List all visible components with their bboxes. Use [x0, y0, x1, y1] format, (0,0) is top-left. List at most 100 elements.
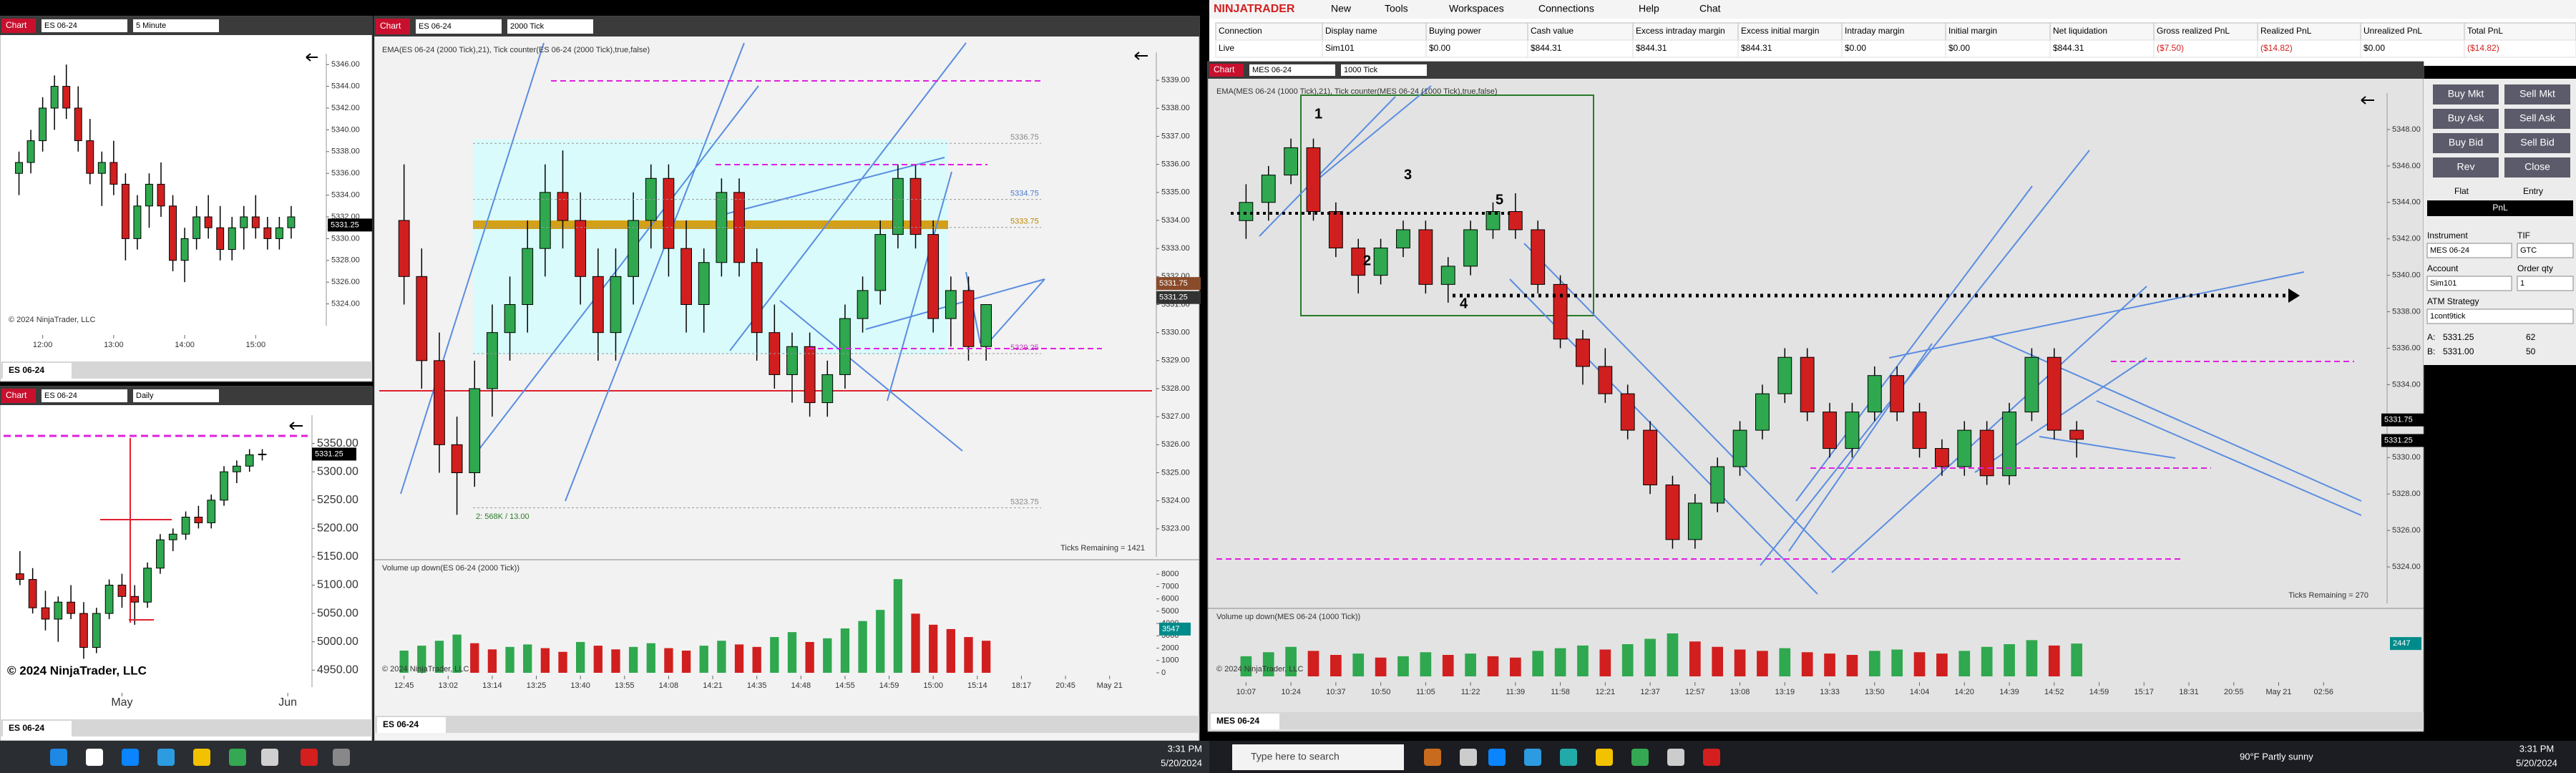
- menu-item[interactable]: Tools: [1385, 3, 1408, 14]
- clock-time: 3:31 PM: [2519, 743, 2554, 754]
- candle-body: [1440, 266, 1455, 285]
- field-label: Instrument: [2427, 230, 2468, 240]
- volume-bar: [1913, 652, 1926, 676]
- price-tag: [2381, 434, 2426, 447]
- menu-item[interactable]: Workspaces: [1449, 3, 1504, 14]
- menu-item[interactable]: New: [1331, 3, 1352, 14]
- taskbar-icon[interactable]: [50, 749, 67, 766]
- select-text[interactable]: 1cont9tick: [2430, 312, 2466, 321]
- order-button-label[interactable]: Sell Mkt: [2519, 88, 2555, 99]
- volume-bar: [1397, 656, 1409, 676]
- taskbar-icon[interactable]: [1596, 749, 1613, 766]
- candle-body: [874, 234, 887, 291]
- window-title: Chart: [380, 21, 401, 31]
- candle-body: [263, 227, 272, 239]
- menu-item[interactable]: Connections: [1538, 3, 1594, 14]
- select[interactable]: [2426, 276, 2512, 291]
- order-button-label[interactable]: Sell Bid: [2520, 137, 2554, 148]
- taskbar-icon[interactable]: [1460, 749, 1477, 766]
- taskbar-icon[interactable]: [1560, 749, 1577, 766]
- y-tick-label: 5328.00: [2392, 490, 2421, 498]
- taskbar-icon[interactable]: [193, 749, 210, 766]
- x-tick-label: 14:59: [2089, 688, 2109, 696]
- taskbar-icon[interactable]: [1488, 749, 1506, 766]
- menu-item[interactable]: Help: [1639, 3, 1659, 14]
- order-button[interactable]: [2504, 84, 2570, 104]
- candle-body: [1396, 229, 1410, 248]
- volume-bar: [593, 646, 602, 673]
- grid-cell-text: Sim101: [1325, 43, 1355, 53]
- select-text[interactable]: Sim101: [2430, 279, 2457, 288]
- order-button-label[interactable]: Buy Ask: [2448, 112, 2485, 124]
- select[interactable]: [2426, 243, 2512, 258]
- candle-body: [117, 585, 127, 597]
- y-tick-label: 5338.00: [331, 147, 360, 156]
- grid-cell-text: $844.31: [1741, 43, 1772, 53]
- select[interactable]: [2517, 243, 2574, 258]
- instrument-select[interactable]: [42, 19, 127, 32]
- volume-tag-label: 3547: [1162, 625, 1179, 633]
- taskbar-icon[interactable]: [301, 749, 318, 766]
- x-tick-label: 13:33: [1820, 688, 1840, 696]
- select-text[interactable]: MES 06-24: [2430, 246, 2469, 255]
- candle-body: [169, 205, 177, 261]
- taskbar-icon[interactable]: [1667, 749, 1684, 766]
- period-select[interactable]: [133, 389, 219, 402]
- order-button-label[interactable]: Sell Ask: [2519, 112, 2556, 124]
- instrument-select[interactable]: [1249, 64, 1335, 76]
- select[interactable]: [2426, 308, 2574, 324]
- volume-bar: [1981, 646, 1993, 676]
- period-select[interactable]: [133, 19, 219, 32]
- trend-line: [1831, 286, 2147, 573]
- tab[interactable]: [3, 363, 72, 379]
- order-button[interactable]: [2433, 84, 2499, 104]
- order-button[interactable]: [2504, 157, 2570, 178]
- order-button-label[interactable]: Buy Mkt: [2448, 88, 2484, 99]
- search-box[interactable]: [1232, 744, 1404, 770]
- instrument-select[interactable]: [42, 389, 127, 402]
- order-button-label[interactable]: Rev: [2457, 161, 2475, 172]
- candle-body: [592, 276, 604, 334]
- period-select[interactable]: [507, 19, 593, 34]
- taskbar-icon[interactable]: [1424, 749, 1441, 766]
- tab[interactable]: [1211, 714, 1279, 729]
- taskbar-icon[interactable]: [1703, 749, 1720, 766]
- taskbar-icon[interactable]: [86, 749, 103, 766]
- trend-line: [729, 42, 967, 351]
- taskbar-icon[interactable]: [1631, 749, 1649, 766]
- select[interactable]: [2517, 276, 2574, 291]
- menu-item[interactable]: Chat: [1699, 3, 1721, 14]
- y-tick-label: 5327.00: [1161, 412, 1190, 421]
- order-button[interactable]: [2504, 109, 2570, 129]
- tab[interactable]: [3, 721, 72, 736]
- taskbar-icon[interactable]: [261, 749, 278, 766]
- order-button-label[interactable]: Buy Bid: [2449, 137, 2483, 148]
- price-tag: [312, 447, 356, 461]
- select-text[interactable]: 1: [2520, 279, 2524, 288]
- back-arrow[interactable]: [2361, 96, 2374, 104]
- period-select[interactable]: [1341, 64, 1427, 76]
- order-button[interactable]: [2433, 157, 2499, 178]
- order-button[interactable]: [2504, 133, 2570, 153]
- order-button-label[interactable]: Close: [2524, 161, 2550, 172]
- taskbar-icon[interactable]: [157, 749, 175, 766]
- taskbar-icon[interactable]: [229, 749, 246, 766]
- candle-body: [245, 454, 254, 467]
- grid-header: Realized PnL: [2260, 26, 2312, 36]
- back-arrow[interactable]: [289, 422, 303, 430]
- taskbar-icon[interactable]: [333, 749, 350, 766]
- back-arrow[interactable]: [306, 53, 318, 62]
- volume-bar: [558, 651, 567, 673]
- indicator-label: EMA(MES 06-24 (1000 Tick),21), Tick coun…: [1216, 87, 1497, 96]
- grid-cell: [1632, 39, 1739, 58]
- taskbar-icon[interactable]: [122, 749, 139, 766]
- back-arrow[interactable]: [1134, 52, 1148, 60]
- taskbar-icon[interactable]: [1524, 749, 1541, 766]
- order-button[interactable]: [2433, 133, 2499, 153]
- instrument-select[interactable]: [416, 19, 502, 34]
- tab[interactable]: [377, 717, 446, 733]
- select-text[interactable]: GTC: [2520, 246, 2537, 255]
- order-button[interactable]: [2433, 109, 2499, 129]
- volume-bar: [1510, 657, 1521, 676]
- instrument-select-text: ES 06-24: [44, 21, 77, 30]
